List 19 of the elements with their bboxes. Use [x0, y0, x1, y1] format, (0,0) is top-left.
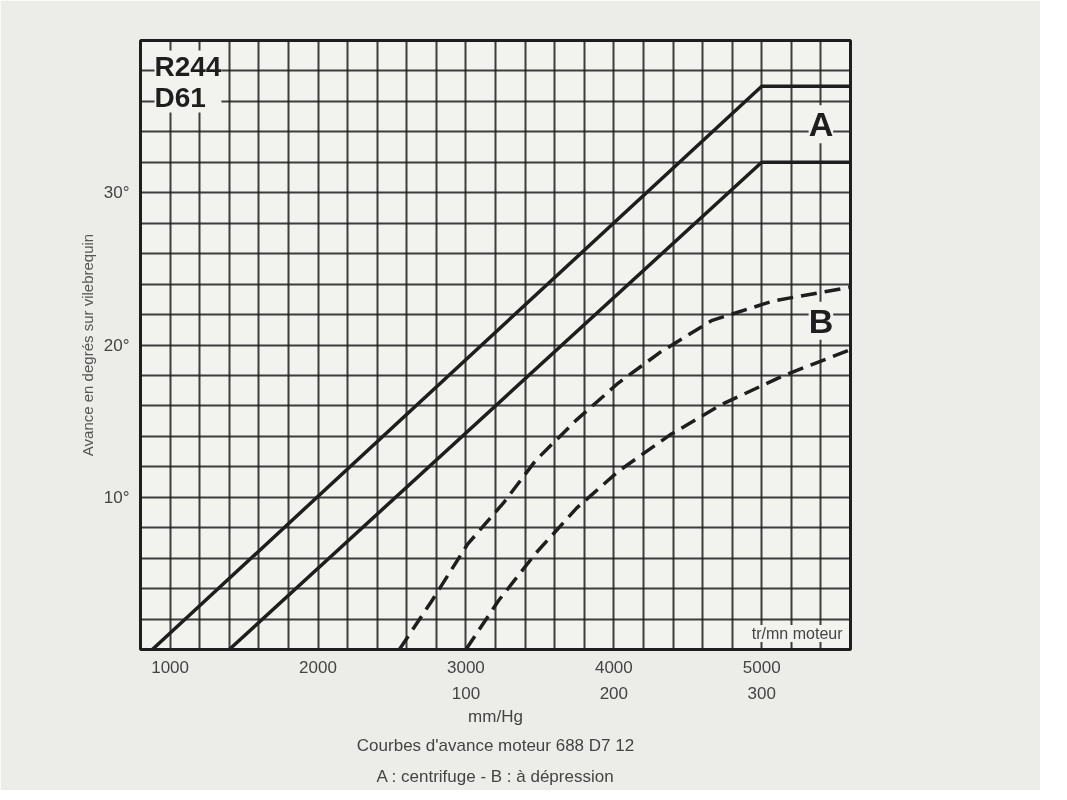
y-tick-label: 30°: [103, 183, 130, 203]
y-tick-label: 10°: [103, 487, 130, 507]
x2-tick-label: 300: [747, 683, 776, 703]
text: A : centrifuge - B : à dépression: [376, 766, 614, 786]
x2-tick-label: 100: [451, 683, 481, 703]
x-tick-label: 2000: [299, 657, 337, 677]
x2-tick-label: 200: [599, 683, 629, 703]
x-tick-label: 3000: [447, 657, 485, 677]
x-tick-label: 5000: [742, 657, 781, 677]
annotation: B: [808, 301, 834, 340]
text: Courbes d'avance moteur 688 D7 12: [356, 735, 635, 755]
annotation: A: [808, 105, 834, 144]
x-tick-label: 1000: [151, 657, 189, 677]
y-tick-label: 20°: [103, 335, 130, 355]
x2-axis-title: mm/Hg: [468, 706, 523, 726]
annotation: R244 D61: [154, 50, 222, 113]
x-tick-label: 4000: [594, 657, 633, 677]
y-axis-title: Avance en degrés sur vilebrequin: [78, 233, 96, 457]
x-axis-title: tr/mn moteur: [751, 624, 844, 642]
